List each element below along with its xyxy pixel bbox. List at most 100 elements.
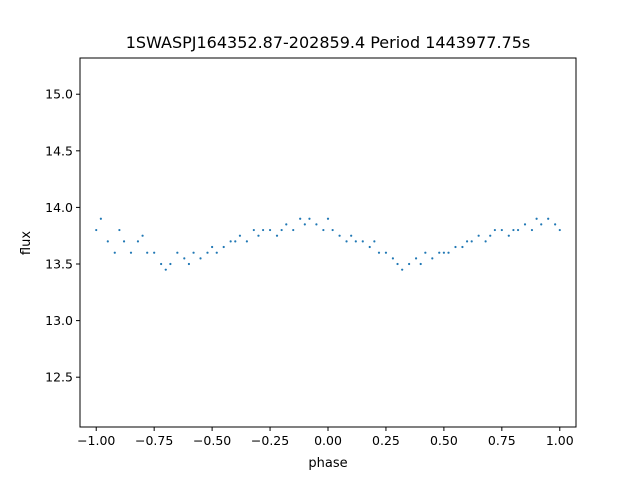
- data-point: [146, 251, 149, 254]
- x-tick-label: 0.25: [372, 433, 400, 448]
- data-point: [106, 240, 109, 243]
- data-point: [461, 245, 464, 249]
- data-point: [95, 228, 98, 232]
- data-point: [211, 245, 214, 249]
- data-point: [438, 251, 441, 254]
- data-point: [222, 245, 225, 249]
- data-point: [153, 251, 156, 254]
- data-point: [530, 228, 534, 232]
- data-point: [192, 251, 195, 254]
- data-point: [122, 240, 126, 243]
- y-tick-label: 13.5: [45, 257, 73, 272]
- x-tick-label: 0.00: [314, 433, 342, 448]
- data-point: [169, 262, 172, 266]
- y-tick-label: 14.5: [45, 143, 73, 158]
- data-point: [547, 217, 550, 220]
- data-point: [187, 262, 191, 266]
- data-point: [454, 245, 457, 249]
- y-tick-label: 12.5: [45, 370, 73, 385]
- x-tick-label: −0.25: [251, 433, 289, 448]
- data-point: [245, 240, 248, 243]
- data-point: [118, 228, 121, 232]
- data-point: [238, 234, 242, 237]
- data-point: [447, 251, 450, 254]
- data-point: [315, 223, 318, 226]
- x-tick-label: 0.75: [488, 433, 516, 448]
- x-tick-label: −0.75: [135, 433, 173, 448]
- x-tick-label: −0.50: [193, 433, 231, 448]
- data-point: [183, 257, 186, 260]
- data-point: [408, 262, 411, 266]
- data-point: [401, 268, 404, 271]
- x-axis: −1.00 −0.75 −0.50 −0.25 0.00 0.25 0.50 0.75 1.00: [77, 427, 574, 448]
- data-point: [303, 223, 306, 226]
- data-point: [500, 228, 503, 232]
- data-point: [373, 240, 376, 243]
- data-point: [493, 228, 496, 232]
- data-point: [164, 268, 167, 271]
- data-point: [507, 234, 510, 237]
- x-tick-label: −1.00: [77, 433, 115, 448]
- data-point: [470, 240, 473, 243]
- data-point: [99, 217, 102, 220]
- data-point: [268, 228, 272, 232]
- data-point: [345, 240, 348, 243]
- data-point: [280, 228, 283, 232]
- data-point: [484, 240, 487, 243]
- data-point: [414, 257, 418, 260]
- data-point: [234, 240, 237, 243]
- plot-frame: [79, 57, 577, 428]
- data-point: [129, 251, 133, 254]
- data-point: [252, 228, 255, 232]
- data-point: [176, 251, 179, 254]
- data-point: [540, 223, 543, 226]
- data-point: [326, 217, 330, 220]
- data-point: [535, 217, 538, 220]
- data-point: [113, 251, 116, 254]
- data-point: [262, 228, 265, 232]
- scatter-points: [95, 217, 561, 271]
- data-point: [215, 251, 218, 254]
- data-point: [377, 251, 381, 254]
- data-point: [141, 234, 144, 237]
- data-point: [331, 228, 334, 232]
- data-point: [391, 257, 394, 260]
- data-point: [285, 223, 288, 226]
- data-point: [516, 228, 520, 232]
- data-point: [338, 234, 341, 237]
- data-point: [322, 228, 325, 232]
- data-point: [308, 217, 311, 220]
- data-point: [361, 240, 364, 243]
- data-point: [229, 240, 232, 243]
- data-point: [396, 262, 399, 266]
- data-point: [350, 234, 353, 237]
- data-point: [554, 223, 557, 226]
- data-point: [160, 262, 163, 266]
- data-point: [558, 228, 561, 232]
- data-point: [354, 240, 357, 243]
- data-point: [465, 240, 469, 243]
- y-tick-label: 15.0: [45, 87, 73, 102]
- data-point: [523, 223, 527, 226]
- data-point: [206, 251, 209, 254]
- x-axis-title: phase: [308, 456, 347, 471]
- data-point: [442, 251, 445, 254]
- y-axis: 12.5 13.0 13.5 14.0 14.5 15.0: [45, 87, 80, 385]
- data-point: [424, 251, 427, 254]
- y-tick-label: 14.0: [45, 200, 73, 215]
- x-tick-label: 0.50: [430, 433, 458, 448]
- data-point: [419, 262, 422, 266]
- y-tick-label: 13.0: [45, 313, 73, 328]
- chart-title: 1SWASPJ164352.87-202859.4 Period 1443977…: [126, 33, 531, 52]
- data-point: [199, 257, 202, 260]
- data-point: [512, 228, 515, 232]
- data-point: [384, 251, 388, 254]
- data-point: [275, 234, 279, 237]
- data-point: [489, 234, 492, 237]
- x-tick-label: 1.00: [546, 433, 574, 448]
- data-point: [292, 228, 295, 232]
- data-point: [368, 245, 371, 249]
- data-point: [477, 234, 480, 237]
- data-point: [299, 217, 302, 220]
